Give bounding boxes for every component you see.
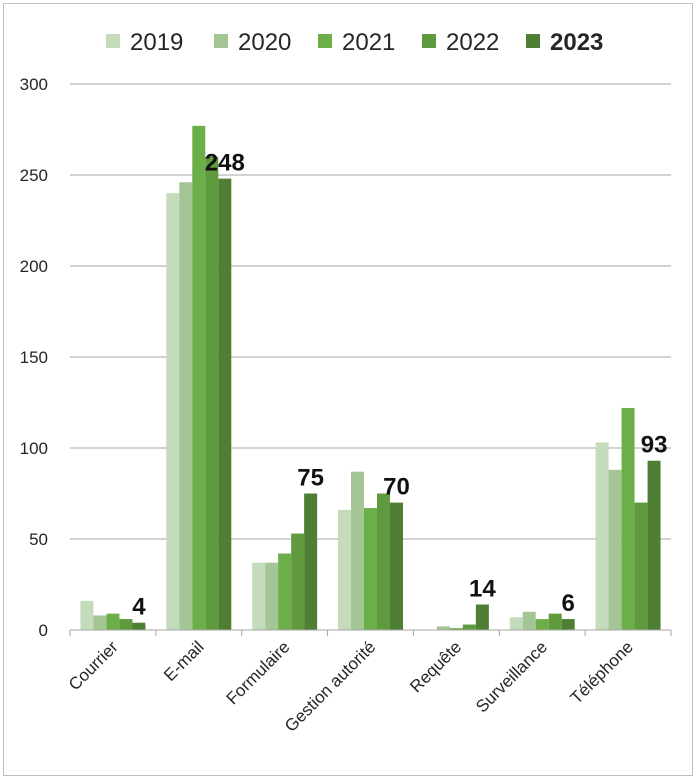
bar-formulaire-2021 (278, 553, 292, 630)
bar-e-mail-2021 (192, 125, 206, 631)
bar-formulaire-2020 (265, 562, 279, 630)
bar-e-mail-2023 (218, 178, 232, 630)
bar-courrier-2022 (119, 619, 133, 630)
legend-label-2019: 2019 (130, 29, 183, 56)
bar-requete-2020 (436, 626, 450, 630)
data-label-gestion-autorite: 70 (383, 474, 410, 501)
legend-swatch-2019 (106, 34, 120, 48)
y-tick-label: 150 (20, 348, 48, 367)
y-tick-label: 250 (20, 166, 48, 185)
bar-requete-2022 (462, 624, 476, 630)
bar-courrier-2019 (80, 600, 94, 630)
bar-formulaire-2022 (291, 533, 305, 630)
bar-telephone-2023 (647, 460, 661, 630)
y-tick-label: 100 (20, 439, 48, 458)
legend-label-2021: 2021 (342, 29, 395, 56)
x-tick-label-e-mail: E-mail (160, 637, 207, 684)
bar-requete-2021 (449, 628, 463, 630)
data-label-formulaire: 75 (297, 465, 324, 492)
bar-requete-2023 (475, 604, 489, 630)
bar-surveillance-2020 (522, 611, 536, 630)
legend-swatch-2022 (422, 34, 436, 48)
x-tick-label-telephone: Téléphone (567, 637, 637, 707)
x-tick-label-requete: Requête (406, 637, 465, 696)
bar-courrier-2020 (93, 615, 107, 630)
legend-label-2023: 2023 (550, 29, 603, 56)
bar-gestion-autorite-2020 (351, 471, 364, 630)
data-label-telephone: 93 (641, 432, 668, 459)
legend: 2019 2020 2021 2022 2023 (106, 29, 603, 56)
chart-frame (3, 3, 693, 776)
bar-surveillance-2022 (548, 613, 562, 630)
y-tick-label: 0 (39, 621, 48, 640)
x-tick-label-formulaire: Formulaire (223, 637, 294, 708)
bar-courrier-2021 (106, 613, 120, 630)
data-label-requete: 14 (469, 576, 496, 603)
y-tick-label: 300 (20, 75, 48, 94)
x-tick-label-gestion-autorite: Gestion autorité (281, 637, 379, 735)
bar-formulaire-2019 (252, 562, 266, 630)
bar-gestion-autorite-2022 (377, 493, 390, 630)
data-label-surveillance: 6 (562, 590, 575, 617)
bar-surveillance-2019 (509, 617, 523, 630)
y-tick-label: 200 (20, 257, 48, 276)
bar-formulaire-2023 (304, 493, 318, 630)
bar-telephone-2021 (621, 407, 635, 630)
gridlines (70, 83, 671, 540)
bar-surveillance-2021 (535, 619, 549, 630)
data-label-e-mail: 248 (205, 150, 245, 177)
bar-e-mail-2020 (179, 182, 193, 630)
bar-e-mail-2022 (205, 156, 219, 631)
legend-swatch-2023 (526, 34, 540, 48)
bar-gestion-autorite-2021 (364, 508, 377, 630)
x-tick-label-courrier: Courrier (65, 637, 122, 694)
data-labels: 4 248 75 70 14 6 93 (132, 150, 667, 621)
bar-gestion-autorite-2023 (390, 502, 403, 630)
data-label-courrier: 4 (132, 594, 146, 621)
x-tick-label-surveillance: Surveillance (472, 637, 551, 716)
bars (80, 125, 661, 631)
bar-surveillance-2023 (561, 619, 575, 630)
bar-telephone-2019 (595, 442, 609, 630)
y-axis: 0 50 100 150 200 250 300 (20, 75, 48, 640)
bar-gestion-autorite-2019 (338, 509, 351, 630)
legend-swatch-2020 (214, 34, 228, 48)
legend-swatch-2021 (318, 34, 332, 48)
y-tick-label: 50 (29, 530, 48, 549)
legend-label-2022: 2022 (446, 29, 499, 56)
bar-courrier-2023 (132, 622, 146, 630)
legend-label-2020: 2020 (238, 29, 291, 56)
bar-telephone-2022 (634, 502, 648, 630)
bar-telephone-2020 (608, 469, 622, 630)
bar-e-mail-2019 (166, 193, 180, 630)
